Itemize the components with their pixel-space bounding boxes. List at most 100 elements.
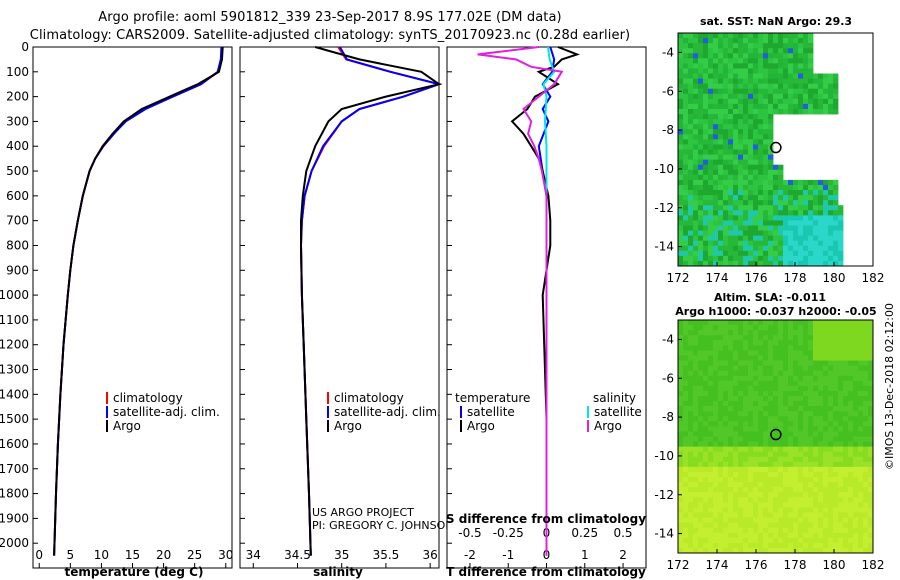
- map-cell: [753, 103, 759, 110]
- map-cell: [728, 225, 734, 231]
- map-cell: [683, 335, 689, 341]
- map-cell: [808, 73, 814, 79]
- map-cell: [833, 492, 839, 498]
- x-tick-label: 178: [784, 271, 807, 285]
- map-cell: [783, 220, 789, 226]
- map-cell: [683, 477, 689, 483]
- map-cell: [793, 547, 799, 554]
- map-cell: [763, 210, 769, 216]
- map-cell: [758, 390, 764, 397]
- map-cell: [838, 245, 844, 252]
- map-cell: [763, 527, 769, 534]
- map-cell: [693, 154, 699, 161]
- map-cell: [683, 88, 689, 95]
- map-cell: [733, 93, 739, 100]
- map-cell: [738, 255, 744, 262]
- map-cell: [713, 522, 719, 529]
- map-cell: [713, 431, 719, 437]
- map-cell: [823, 370, 829, 377]
- map-cell: [718, 335, 724, 341]
- map-cell: [863, 401, 869, 407]
- map-cell: [698, 93, 704, 100]
- map-cell: [763, 406, 769, 412]
- map-cell: [753, 195, 759, 201]
- map-cell: [748, 68, 754, 74]
- map-cell: [793, 108, 799, 115]
- map-cell: [693, 33, 699, 39]
- map-cell: [753, 431, 759, 437]
- map-cell: [758, 411, 764, 417]
- map-cell: [813, 547, 819, 554]
- map-cell: [708, 43, 714, 49]
- map-cell: [818, 103, 824, 110]
- map-cell: [683, 325, 689, 331]
- map-cell: [718, 190, 724, 196]
- map-cell: [708, 58, 714, 64]
- map-cell: [678, 73, 684, 79]
- map-cell: [713, 451, 719, 458]
- map-cell: [733, 255, 739, 262]
- map-cell: [738, 466, 744, 473]
- map-cell: [828, 451, 834, 458]
- map-cell: [773, 527, 779, 534]
- map-cell: [838, 260, 844, 267]
- map-cell: [773, 190, 779, 196]
- map-cell: [753, 225, 759, 231]
- map-cell: [838, 230, 844, 237]
- map-cell: [698, 330, 704, 336]
- map-cell: [693, 58, 699, 64]
- map-cell: [753, 527, 759, 534]
- map-cell: [753, 210, 759, 216]
- map-cell: [793, 532, 799, 539]
- map-cell: [858, 436, 864, 442]
- map-cell: [848, 320, 854, 326]
- map-cell: [698, 250, 704, 257]
- map-cell: [733, 230, 739, 237]
- map-cell: [848, 451, 854, 458]
- map-cell: [778, 230, 784, 237]
- map-cell: [868, 340, 874, 346]
- map-cell: [838, 390, 844, 397]
- map-cell: [833, 451, 839, 458]
- map-cell: [683, 73, 689, 79]
- map-cell: [803, 200, 809, 206]
- map-cell: [793, 441, 799, 448]
- map-cell: [768, 154, 774, 161]
- map-cell: [728, 370, 734, 377]
- map-cell: [748, 225, 754, 231]
- map-cell: [773, 215, 779, 221]
- map-cell: [743, 58, 749, 64]
- map-cell: [813, 380, 819, 387]
- map-cell: [768, 124, 774, 130]
- map-cell: [788, 466, 794, 473]
- map-cell: [798, 537, 804, 544]
- map-cell: [868, 345, 874, 351]
- map-cell: [803, 93, 809, 100]
- map-cell: [848, 441, 854, 448]
- map-cell: [798, 360, 804, 366]
- map-cell: [728, 119, 734, 125]
- map-cell: [813, 220, 819, 226]
- map-cell: [828, 240, 834, 247]
- map-cell: [678, 255, 684, 262]
- map-cell: [698, 441, 704, 448]
- map-cell: [818, 325, 824, 331]
- map-cell: [818, 547, 824, 554]
- map-cell: [718, 517, 724, 524]
- map-cell: [853, 325, 859, 331]
- map-cell: [773, 205, 779, 211]
- map-cell: [723, 98, 729, 105]
- map-cell: [793, 507, 799, 513]
- map-cell: [818, 220, 824, 226]
- map-cell: [833, 78, 839, 85]
- map-cell: [863, 482, 869, 488]
- map-cell: [773, 320, 779, 326]
- map-cell: [728, 461, 734, 468]
- map-cell: [813, 532, 819, 539]
- map-cell: [718, 532, 724, 539]
- map-cell: [863, 436, 869, 442]
- map-cell: [718, 215, 724, 221]
- map-cell: [703, 451, 709, 458]
- map-cell: [713, 149, 719, 155]
- map-cell: [863, 395, 869, 402]
